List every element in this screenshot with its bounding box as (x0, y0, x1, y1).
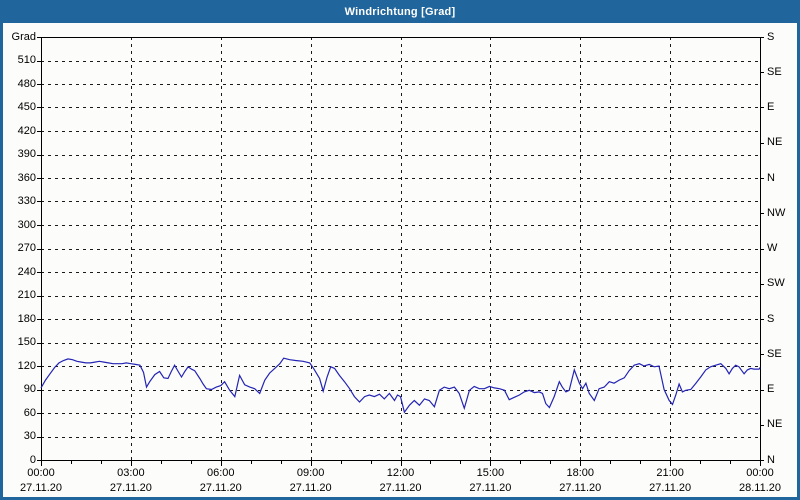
x-axis-time-label: 03:00 (117, 467, 145, 479)
y-axis-unit-label: Grad (11, 30, 36, 43)
compass-label: NE (767, 136, 783, 149)
x-axis-time-label: 00:00 (746, 467, 774, 479)
y-axis-tick-label: 120 (17, 359, 36, 372)
y-axis-tick-label: 450 (17, 101, 36, 113)
y-axis-tick-label: 90 (23, 383, 36, 395)
y-axis-tick-label: 30 (23, 430, 36, 442)
compass-label: S (767, 312, 775, 325)
compass-label: SW (767, 277, 785, 290)
y-axis-tick-label: 180 (17, 312, 36, 325)
x-axis-time-label: 12:00 (386, 467, 415, 479)
x-axis-date-label: 28.11.20 (738, 482, 781, 494)
compass-label: SE (767, 347, 782, 360)
x-axis-date-label: 27.11.20 (109, 482, 152, 494)
x-axis-date-label: 27.11.20 (379, 482, 422, 494)
window-title-bar: Windrichtung [Grad] (0, 0, 800, 23)
compass-label: N (767, 453, 775, 466)
compass-label: NE (767, 418, 783, 431)
wind-direction-line (40, 357, 761, 414)
x-axis-date-label: 27.11.20 (19, 482, 62, 494)
x-axis-date-label: 27.11.20 (289, 482, 332, 494)
y-axis-tick-label: 480 (17, 77, 36, 90)
compass-label: SE (767, 65, 782, 78)
y-axis-tick-label: 510 (17, 54, 36, 66)
compass-label: N (767, 171, 775, 184)
y-axis-tick-label: 360 (17, 171, 36, 184)
x-axis-time-label: 06:00 (206, 467, 235, 479)
chart-content-area (3, 23, 797, 497)
x-axis-time-label: 00:00 (27, 467, 55, 479)
compass-label: E (767, 101, 775, 113)
x-axis-time-label: 09:00 (296, 467, 325, 479)
x-axis-time-label: 15:00 (476, 467, 505, 479)
y-axis-tick-label: 210 (17, 289, 36, 301)
compass-label: E (767, 383, 775, 395)
x-axis-date-label: 27.11.20 (559, 482, 602, 494)
x-axis-date-label: 27.11.20 (649, 482, 692, 494)
y-axis-tick-label: 270 (17, 242, 36, 254)
y-axis-tick-label: 240 (17, 265, 36, 278)
compass-label: NW (767, 206, 786, 219)
window-title: Windrichtung [Grad] (344, 5, 456, 18)
y-axis-tick-label: 420 (17, 124, 36, 137)
x-axis-time-label: 21:00 (656, 467, 684, 479)
y-axis-tick-label: 330 (17, 195, 36, 207)
compass-label: W (767, 242, 778, 254)
y-axis-tick-label: 300 (17, 218, 36, 231)
y-axis-tick-label: 390 (17, 148, 36, 160)
x-axis-time-label: 18:00 (566, 467, 595, 479)
y-axis-tick-label: 150 (17, 336, 36, 348)
x-axis-date-label: 27.11.20 (199, 482, 242, 494)
x-axis-date-label: 27.11.20 (469, 482, 512, 494)
y-axis-tick-label: 60 (23, 406, 36, 419)
y-axis-tick-label: 0 (29, 453, 36, 466)
compass-label: S (767, 30, 775, 43)
